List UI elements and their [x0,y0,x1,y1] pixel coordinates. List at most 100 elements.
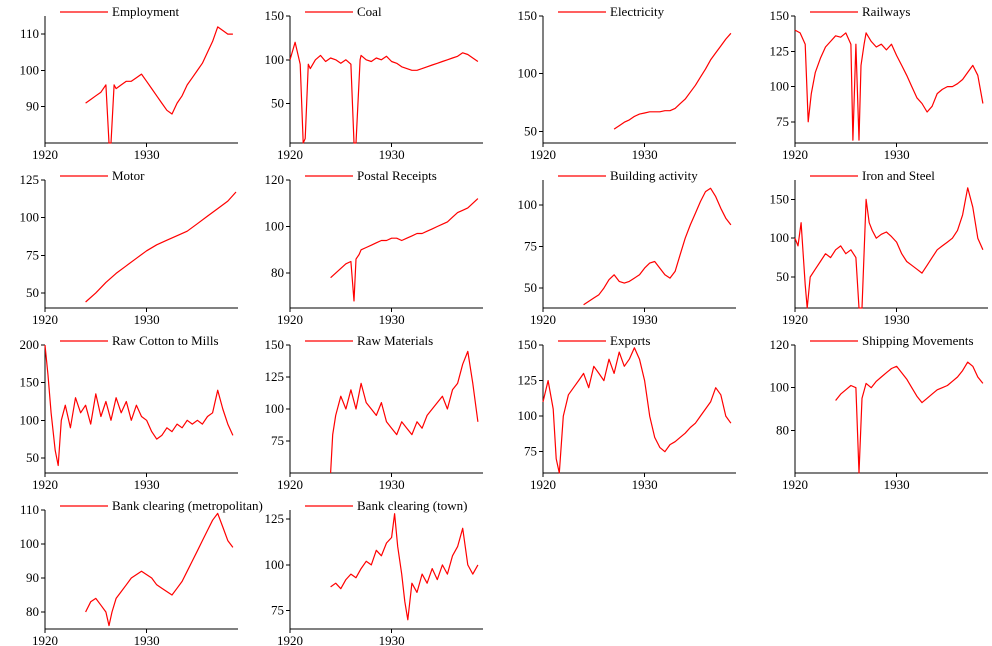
chart-panel-4: 50 75 100 125 1920 1930 Motor [20,168,238,327]
x-tick-label: 1930 [379,312,405,327]
y-tick-label: 50 [524,123,537,138]
x-tick-label: 1930 [632,147,658,162]
y-tick-label: 80 [776,422,789,437]
chart-panel-10: 75 100 125 150 1920 1930 Exports [518,333,736,492]
axis-frame [289,180,483,309]
chart-panel-11: 80 100 120 1920 1930 Shipping Movements [770,333,988,492]
y-tick-label: 100 [770,380,790,395]
chart-panel-7: 50 100 150 1920 1930 Iron and Steel [770,168,988,327]
x-tick-label: 1930 [134,147,160,162]
y-tick-label: 50 [26,285,39,300]
series-line [330,350,479,474]
x-tick-label: 1930 [379,147,405,162]
x-tick-label: 1930 [632,477,658,492]
series-line [289,41,479,144]
y-tick-label: 100 [20,62,40,77]
series-line [330,513,479,621]
chart-panel-3: 75 100 125 150 1920 1930 Railways [770,4,988,162]
series-line [85,191,237,303]
y-tick-label: 100 [20,536,40,551]
y-tick-label: 110 [20,26,39,41]
axis-frame [289,345,483,474]
axis-frame [44,16,238,144]
axis-frame [794,180,988,309]
x-tick-label: 1930 [632,312,658,327]
series-line [794,187,984,309]
y-tick-label: 150 [770,8,790,23]
legend-label: Iron and Steel [862,168,935,183]
series-line [613,32,732,130]
x-tick-label: 1920 [32,633,58,646]
y-tick-label: 100 [20,412,40,427]
y-tick-label: 75 [524,444,537,459]
y-tick-label: 120 [770,337,790,352]
chart-panel-2: 50 100 150 1920 1930 Electricity [518,4,736,162]
axis-frame [44,180,238,309]
series-line [583,187,732,306]
x-tick-label: 1920 [32,477,58,492]
chart-panel-5: 80 100 120 1920 1930 Postal Receipts [265,168,483,327]
y-tick-label: 75 [271,433,284,448]
y-tick-label: 75 [271,603,284,618]
series-line [330,198,479,302]
y-tick-label: 100 [265,401,285,416]
y-tick-label: 125 [265,511,285,526]
y-tick-label: 125 [20,172,40,187]
y-tick-label: 150 [265,337,285,352]
axis-frame [542,180,736,309]
legend-label: Railways [862,4,910,19]
chart-panel-8: 50 100 150 200 1920 1930 Raw Cotton to Mills [20,333,238,492]
y-tick-label: 100 [518,66,538,81]
legend-label: Bank clearing (town) [357,498,467,513]
x-tick-label: 1930 [379,633,405,646]
x-tick-label: 1920 [32,312,58,327]
chart-panel-1: 50 100 150 1920 1930 Coal [265,4,483,162]
y-tick-label: 50 [776,269,789,284]
x-tick-label: 1920 [277,312,303,327]
x-tick-label: 1920 [530,147,556,162]
y-tick-label: 100 [518,197,538,212]
legend-label: Postal Receipts [357,168,437,183]
y-tick-label: 125 [265,369,285,384]
series-line [85,26,233,144]
y-tick-label: 150 [20,375,40,390]
x-tick-label: 1920 [530,312,556,327]
y-tick-label: 100 [770,230,790,245]
y-tick-label: 100 [518,408,538,423]
chart-panel-13: 75 100 125 1920 1930 Bank clearing (town) [265,498,483,646]
x-tick-label: 1930 [884,147,910,162]
y-tick-label: 100 [20,210,40,225]
series-line [85,512,234,627]
y-tick-label: 110 [20,502,39,517]
x-tick-label: 1930 [884,477,910,492]
legend-label: Raw Materials [357,333,433,348]
x-tick-label: 1930 [134,477,160,492]
axis-frame [794,16,988,144]
y-tick-label: 200 [20,337,40,352]
series-line [44,344,234,467]
y-tick-label: 80 [271,265,284,280]
legend-label: Exports [610,333,650,348]
x-tick-label: 1930 [884,312,910,327]
axis-frame [289,16,483,144]
x-tick-label: 1930 [134,633,160,646]
y-tick-label: 100 [265,557,285,572]
x-tick-label: 1920 [782,147,808,162]
series-line [835,361,984,474]
legend-label: Electricity [610,4,665,19]
legend-label: Bank clearing (metropolitan) [112,498,263,513]
chart-panel-9: 75 100 125 150 1920 1930 Raw Materials [265,333,483,492]
x-tick-label: 1920 [782,312,808,327]
legend-label: Building activity [610,168,698,183]
x-tick-label: 1920 [277,147,303,162]
y-tick-label: 90 [26,99,39,114]
y-tick-label: 100 [265,219,285,234]
x-tick-label: 1920 [32,147,58,162]
x-tick-label: 1920 [277,633,303,646]
y-tick-label: 75 [26,247,39,262]
y-tick-label: 100 [265,52,285,67]
y-tick-label: 125 [770,43,790,58]
legend-label: Coal [357,4,382,19]
y-tick-label: 75 [524,238,537,253]
